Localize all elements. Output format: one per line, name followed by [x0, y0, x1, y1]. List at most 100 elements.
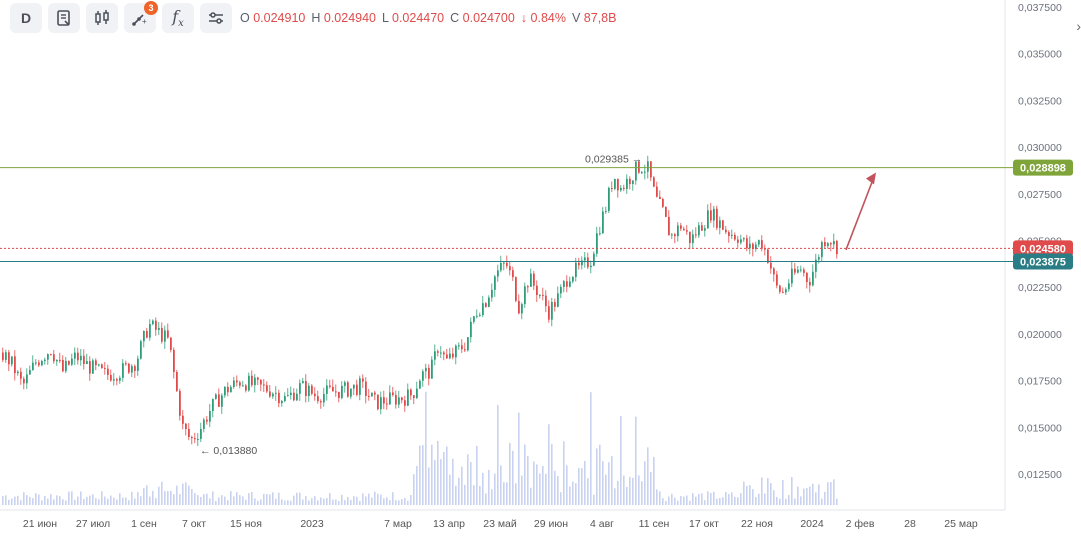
candle-down [806, 272, 808, 282]
volume-bar [248, 493, 250, 505]
candle-down [545, 295, 547, 307]
volume-bar [704, 500, 706, 505]
volume-bar [410, 494, 412, 505]
candle-down [782, 291, 784, 293]
candle-down [485, 303, 487, 307]
y-tick-label: 0,020000 [1018, 329, 1062, 341]
volume-bar [566, 465, 568, 505]
candle-down [401, 397, 403, 401]
candle-up [434, 351, 436, 360]
x-tick-label: 28 [904, 518, 916, 530]
volume-bar [206, 493, 208, 505]
volume-bar [95, 498, 97, 505]
volume-bar [47, 498, 49, 505]
volume-bar [755, 497, 757, 505]
x-tick-label: 29 июн [534, 518, 568, 530]
candle-down [764, 248, 766, 250]
volume-bar [701, 493, 703, 505]
candle-down [347, 382, 349, 397]
candle-down [269, 391, 271, 397]
candle-down [653, 177, 655, 187]
volume-bar [632, 477, 634, 505]
collapse-panel-icon[interactable]: › [1076, 18, 1081, 34]
y-tick-label: 0,037500 [1018, 2, 1062, 14]
candle-up [635, 161, 637, 181]
y-tick-label: 0,030000 [1018, 142, 1062, 154]
volume-bar [260, 499, 262, 505]
volume-bar [728, 494, 730, 505]
candle-down [623, 187, 625, 189]
candles-icon [95, 10, 109, 25]
indicators-button[interactable]: fx [162, 3, 194, 33]
volume-bar [557, 476, 559, 505]
volume-bar [776, 496, 778, 505]
candle-up [200, 428, 202, 439]
volume-bar [389, 500, 391, 505]
volume-bar [734, 496, 736, 505]
volume-bar [422, 445, 424, 505]
candle-down [725, 229, 727, 233]
chart-type-button[interactable] [86, 3, 118, 33]
volume-bar [425, 391, 427, 505]
candle-up [215, 394, 217, 399]
volume-bar [377, 493, 379, 505]
volume-bar [809, 486, 811, 505]
candle-up [530, 273, 532, 287]
candle-down [386, 403, 388, 405]
candle-up [503, 262, 505, 264]
volume-bar [335, 499, 337, 505]
candle-up [398, 397, 400, 405]
volume-bar [650, 471, 652, 505]
drawing-tools-button[interactable]: + 3 [124, 1, 158, 33]
candle-up [599, 233, 601, 235]
volume-bar [617, 480, 619, 505]
volume-bar [710, 493, 712, 505]
volume-bar [698, 493, 700, 505]
volume-bar [467, 454, 469, 505]
candle-down [689, 231, 691, 244]
candle-down [674, 234, 676, 237]
candle-down [683, 228, 685, 231]
candle-down [218, 394, 220, 407]
volume-bar [383, 498, 385, 505]
candle-down [338, 391, 340, 398]
candle-down [680, 225, 682, 229]
volume-bar [446, 446, 448, 505]
volume-bar [647, 447, 649, 505]
candle-down [659, 196, 661, 199]
x-tick-label: 15 ноя [230, 518, 262, 530]
volume-bar [398, 500, 400, 505]
chart-toolbar: D + 3 fx [10, 1, 232, 33]
volume-bar [86, 496, 88, 505]
notes-button[interactable] [48, 3, 80, 33]
candle-up [419, 380, 421, 389]
volume-bar [281, 499, 283, 505]
settings-button[interactable] [200, 3, 232, 33]
volume-bar [671, 493, 673, 505]
volume-bar [113, 497, 115, 505]
volume-bar [80, 491, 82, 505]
candle-down [53, 354, 55, 362]
candle-up [416, 388, 418, 398]
candle-up [80, 355, 82, 361]
candle-down [110, 374, 112, 381]
volume-bar [668, 496, 670, 505]
candle-up [449, 353, 451, 359]
candle-up [113, 379, 115, 381]
volume-bar [731, 492, 733, 505]
candle-down [374, 392, 376, 395]
volume-bar [623, 475, 625, 505]
volume-bar [203, 494, 205, 505]
candle-down [383, 397, 385, 404]
candle-up [353, 384, 355, 389]
candle-up [797, 269, 799, 273]
candle-up [371, 392, 373, 397]
candle-down [638, 161, 640, 173]
candle-up [209, 410, 211, 422]
volume-bar [569, 486, 571, 505]
candle-down [317, 396, 319, 402]
volume-bar [788, 494, 790, 505]
indicators-icon: fx [172, 6, 184, 30]
interval-button[interactable]: D [10, 3, 42, 33]
